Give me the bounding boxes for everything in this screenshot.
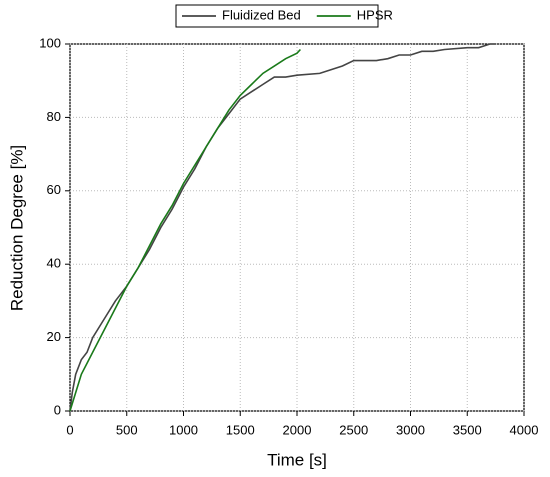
y-tick-label: 60 — [47, 182, 61, 197]
y-tick-label: 40 — [47, 256, 61, 271]
data-line — [69, 43, 496, 412]
x-tick-label: 2000 — [283, 422, 312, 437]
y-tick-label: 80 — [47, 109, 61, 124]
legend-label: HPSR — [357, 7, 393, 22]
x-tick-label: 1000 — [169, 422, 198, 437]
y-axis-title: Reduction Degree [%] — [7, 145, 26, 311]
legend-label: Fluidized Bed — [222, 7, 301, 22]
x-tick-label: 3500 — [453, 422, 482, 437]
x-tick-label: 500 — [116, 422, 138, 437]
x-tick-label: 2500 — [339, 422, 368, 437]
x-tick-label: 1500 — [226, 422, 255, 437]
y-tick-label: 20 — [47, 329, 61, 344]
legend-box — [175, 4, 379, 28]
x-tick-label: 3000 — [396, 422, 425, 437]
x-tick-label: 4000 — [510, 422, 539, 437]
x-tick-label: 0 — [66, 422, 73, 437]
y-tick-label: 100 — [39, 35, 61, 50]
data-line — [69, 48, 301, 412]
x-axis-title: Time [s] — [267, 450, 327, 469]
y-tick-label: 0 — [54, 402, 61, 417]
